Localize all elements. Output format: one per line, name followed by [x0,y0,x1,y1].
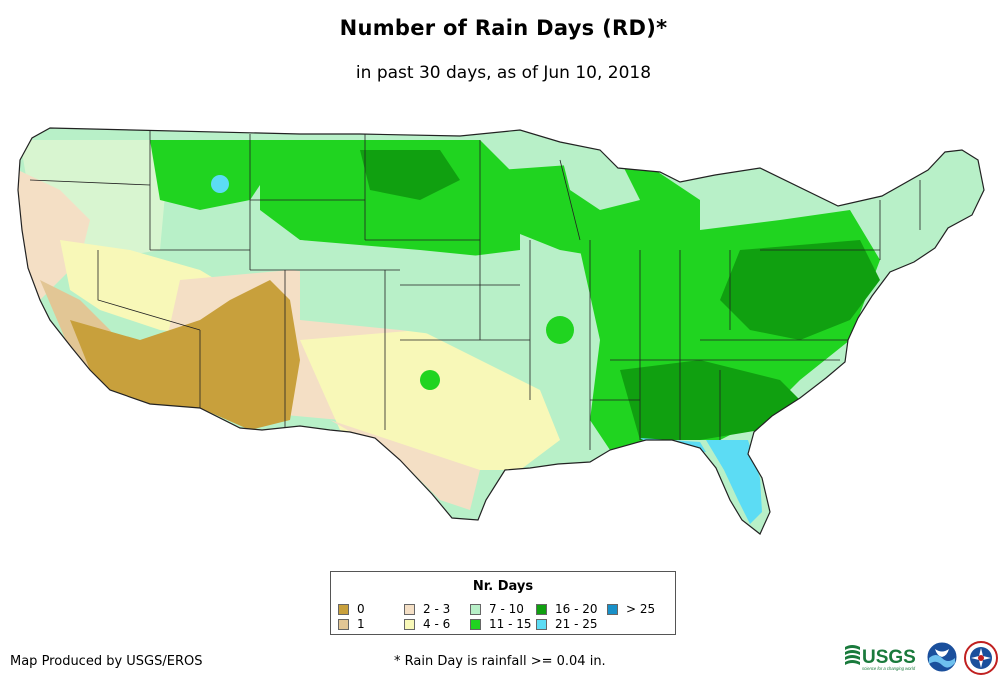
legend-swatch [404,618,415,630]
legend-swatch [338,618,349,630]
legend-swatch [338,603,349,615]
map-subtitle: in past 30 days, as of Jun 10, 2018 [355,63,652,83]
legend: Nr. Days 0 1 2 - 3 4 - 6 7 - 10 11 - 15 … [330,571,676,635]
legend-label: 0 [357,602,365,616]
state-boundaries [29,128,921,450]
legend-label: 11 - 15 [489,617,532,631]
zone-cyan-florida [706,440,762,524]
legend-item-1: 1 [338,617,365,631]
zone-green-northern-rockies [150,140,270,210]
rain-days-map [17,127,985,535]
nws-logo [964,641,998,675]
legend-item-4-6: 4 - 6 [404,617,450,631]
map-title: Number of Rain Days (RD)* [339,16,668,40]
zone-dark-green-southeast [620,360,800,440]
noaa-logo [926,641,958,673]
map-credit: Map Produced by USGS/EROS [10,654,203,669]
zone-cyan-yellowstone [211,175,229,193]
legend-item-21-25: 21 - 25 [536,617,598,631]
legend-item-0: 0 [338,602,365,616]
rain-day-footnote: * Rain Day is rainfall >= 0.04 in. [394,654,606,669]
legend-swatch [536,603,547,615]
legend-label: > 25 [626,602,656,616]
zone-dark-green-appalachians [720,240,880,340]
legend-swatch [404,603,415,615]
usgs-logo: USGS science for a changing world [845,645,916,671]
zone-dry-southwest [70,280,300,430]
zone-green-spot-nebraska [420,370,440,390]
precip-shading [18,128,984,534]
legend-item-11-15: 11 - 15 [470,617,532,631]
legend-label: 7 - 10 [489,602,524,616]
usgs-tagline: science for a changing world [862,666,916,671]
legend-label: 4 - 6 [423,617,451,631]
usgs-wordmark: USGS [862,647,916,668]
legend-item-16-20: 16 - 20 [536,602,598,616]
legend-label: 1 [357,617,365,631]
zone-green-dakota-dark [360,150,460,200]
legend-title: Nr. Days [472,579,534,594]
legend-swatch [470,618,481,630]
legend-item-gt-25: > 25 [607,602,655,616]
legend-item-7-10: 7 - 10 [470,602,524,616]
legend-swatch [536,618,547,630]
zone-green-northern-plains [260,140,520,260]
legend-swatch [470,603,481,615]
legend-label: 2 - 3 [423,602,451,616]
legend-swatch [607,603,618,615]
zone-green-spot-arkansas [546,316,574,344]
legend-item-2-3: 2 - 3 [404,602,450,616]
legend-label: 16 - 20 [555,602,598,616]
zone-light-green-northeast [850,160,980,250]
legend-label: 21 - 25 [555,617,598,631]
